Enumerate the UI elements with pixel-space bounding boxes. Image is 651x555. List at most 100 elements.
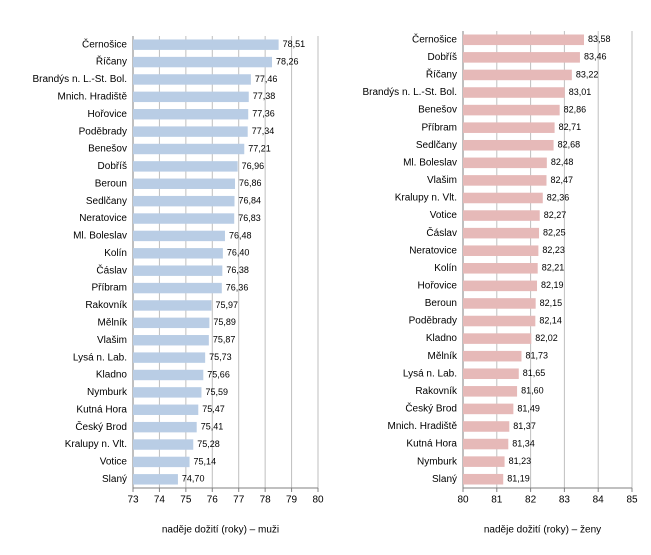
value-label: 82,21 [542,263,565,273]
bar [133,213,235,224]
value-label: 82,71 [559,122,582,132]
y-tick-label: Beroun [425,298,457,309]
value-label: 83,46 [584,52,607,62]
bar [463,227,540,239]
y-tick-label: Neratovice [409,245,457,256]
value-label: 83,01 [569,87,592,97]
y-tick-label: Čáslav [426,226,457,239]
y-tick-label: Vlašim [97,335,127,346]
y-tick-label: Český Brod [75,420,127,433]
value-label: 82,48 [551,157,574,167]
bar [133,369,204,381]
y-tick-label: Kutná Hora [76,404,127,415]
y-tick-label: Rakovník [415,386,458,397]
x-tick-label: 84 [593,495,605,506]
bar [463,280,538,292]
value-label: 76,83 [238,213,261,223]
bar [463,456,505,467]
value-label: 82,47 [550,175,573,185]
value-label: 75,28 [197,439,220,449]
value-label: 77,38 [253,91,276,101]
bar [133,456,190,468]
y-tick-label: Čáslav [96,263,127,276]
bar [133,317,210,329]
y-tick-label: Černošice [82,37,127,50]
y-tick-label: Benešov [88,144,127,155]
x-tick-label: 74 [154,495,166,506]
x-tick-label: 77 [233,495,245,506]
y-tick-label: Mělník [428,351,458,362]
value-label: 83,58 [588,34,611,44]
y-tick-label: Votice [100,457,128,468]
y-tick-label: Beroun [95,178,127,189]
y-tick-label: Hořovice [418,281,458,292]
x-tick-label: 75 [180,495,192,506]
bar [133,161,238,172]
bar [133,230,225,242]
value-label: 75,66 [207,369,230,379]
y-tick-label: Brandýs n. L.-St. Bol. [363,87,458,98]
y-tick-label: Příbram [91,283,127,294]
bar [463,368,519,380]
value-label: 75,97 [215,300,238,310]
value-label: 81,19 [507,474,530,484]
value-label: 77,36 [252,109,275,119]
value-label: 82,36 [547,192,570,202]
value-label: 75,41 [201,422,224,432]
bar [133,178,236,189]
bar [463,421,510,432]
y-tick-label: Kolín [104,248,127,259]
value-label: 81,34 [512,438,535,448]
x-tick-label: 83 [559,495,571,506]
value-label: 76,40 [227,248,250,258]
x-tick-label: 80 [457,495,469,506]
y-tick-label: Vlašim [427,175,457,186]
x-tick-label: 85 [626,495,638,506]
value-label: 82,27 [544,210,567,220]
value-label: 81,73 [525,351,548,361]
bar [463,245,539,256]
x-tick-label: 80 [312,495,324,506]
bar [463,263,538,274]
value-label: 74,70 [182,474,205,484]
bar [463,175,547,186]
bar [463,298,536,309]
value-label: 82,86 [564,104,587,114]
y-tick-label: Rakovník [85,300,128,311]
bar [133,439,194,450]
value-label: 77,34 [252,126,275,136]
value-label: 81,37 [513,421,536,431]
bar [463,34,585,46]
y-tick-label: Černošice [412,32,457,45]
bar [133,195,235,207]
bar [133,143,245,155]
y-tick-label: Mnich. Hradiště [58,91,128,102]
bar [133,265,223,276]
y-tick-label: Lysá n. Lab. [73,352,127,363]
value-label: 77,46 [255,74,278,84]
y-tick-label: Lysá n. Lab. [403,368,457,379]
bar [463,69,572,81]
y-tick-label: Votice [430,210,458,221]
y-tick-label: Hořovice [88,109,128,120]
value-label: 76,84 [238,196,261,206]
bar [463,333,532,344]
y-tick-label: Kralupy n. Vlt. [395,193,457,204]
value-label: 81,65 [523,368,546,378]
value-label: 75,73 [209,352,232,362]
x-tick-label: 82 [525,495,537,506]
y-tick-label: Dobříš [98,161,127,172]
y-tick-label: Kladno [426,333,458,344]
value-label: 82,19 [541,280,564,290]
bar [133,74,251,85]
y-tick-label: Slaný [102,474,127,485]
y-tick-label: Kladno [96,370,128,381]
bar [463,386,518,397]
value-label: 82,14 [539,315,562,325]
bar [133,335,209,346]
bar [133,352,206,363]
bar [133,248,223,259]
y-tick-label: Kutná Hora [406,439,457,450]
bar [463,192,543,204]
